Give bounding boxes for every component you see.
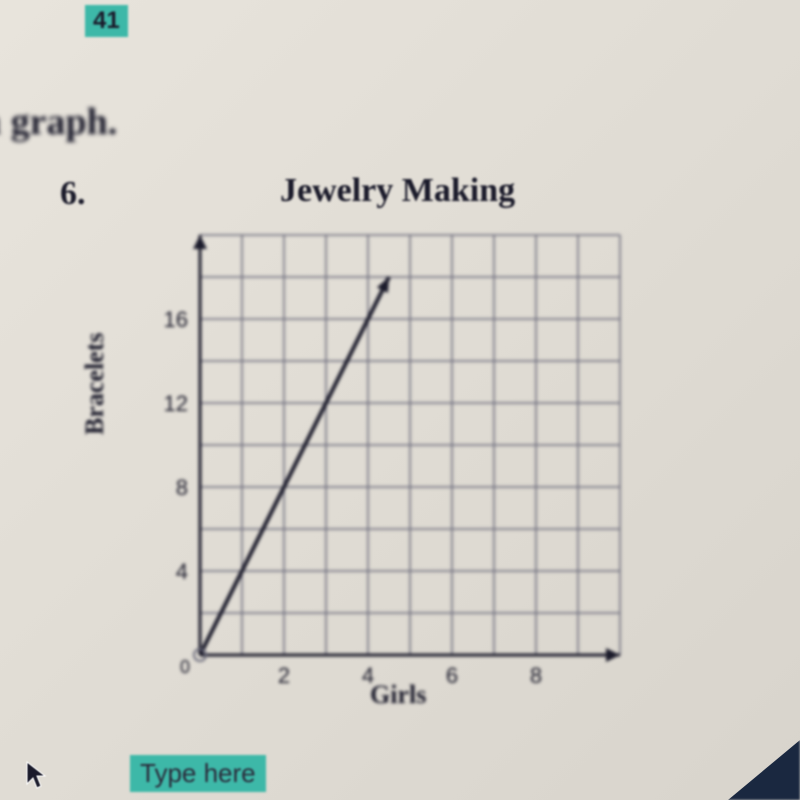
cursor-icon — [25, 760, 47, 795]
y-axis-label: Bracelets — [80, 332, 110, 435]
svg-text:0: 0 — [180, 657, 190, 677]
corner-ui-element[interactable] — [680, 740, 800, 800]
svg-text:12: 12 — [164, 391, 188, 416]
line-chart: 48121624680 — [130, 225, 630, 695]
svg-text:4: 4 — [176, 559, 188, 584]
svg-text:2: 2 — [278, 663, 290, 688]
question-number: 6. — [60, 175, 86, 213]
svg-text:16: 16 — [164, 307, 188, 332]
top-highlight-badge: 41 — [85, 5, 128, 37]
svg-text:6: 6 — [446, 663, 458, 688]
partial-instruction-text: h graph. — [0, 100, 117, 144]
chart-container: 48121624680 — [130, 225, 630, 695]
type-here-input[interactable]: Type here — [130, 755, 266, 792]
svg-text:8: 8 — [530, 663, 542, 688]
chart-title: Jewelry Making — [280, 172, 515, 210]
x-axis-label: Girls — [370, 680, 426, 710]
svg-text:8: 8 — [176, 475, 188, 500]
